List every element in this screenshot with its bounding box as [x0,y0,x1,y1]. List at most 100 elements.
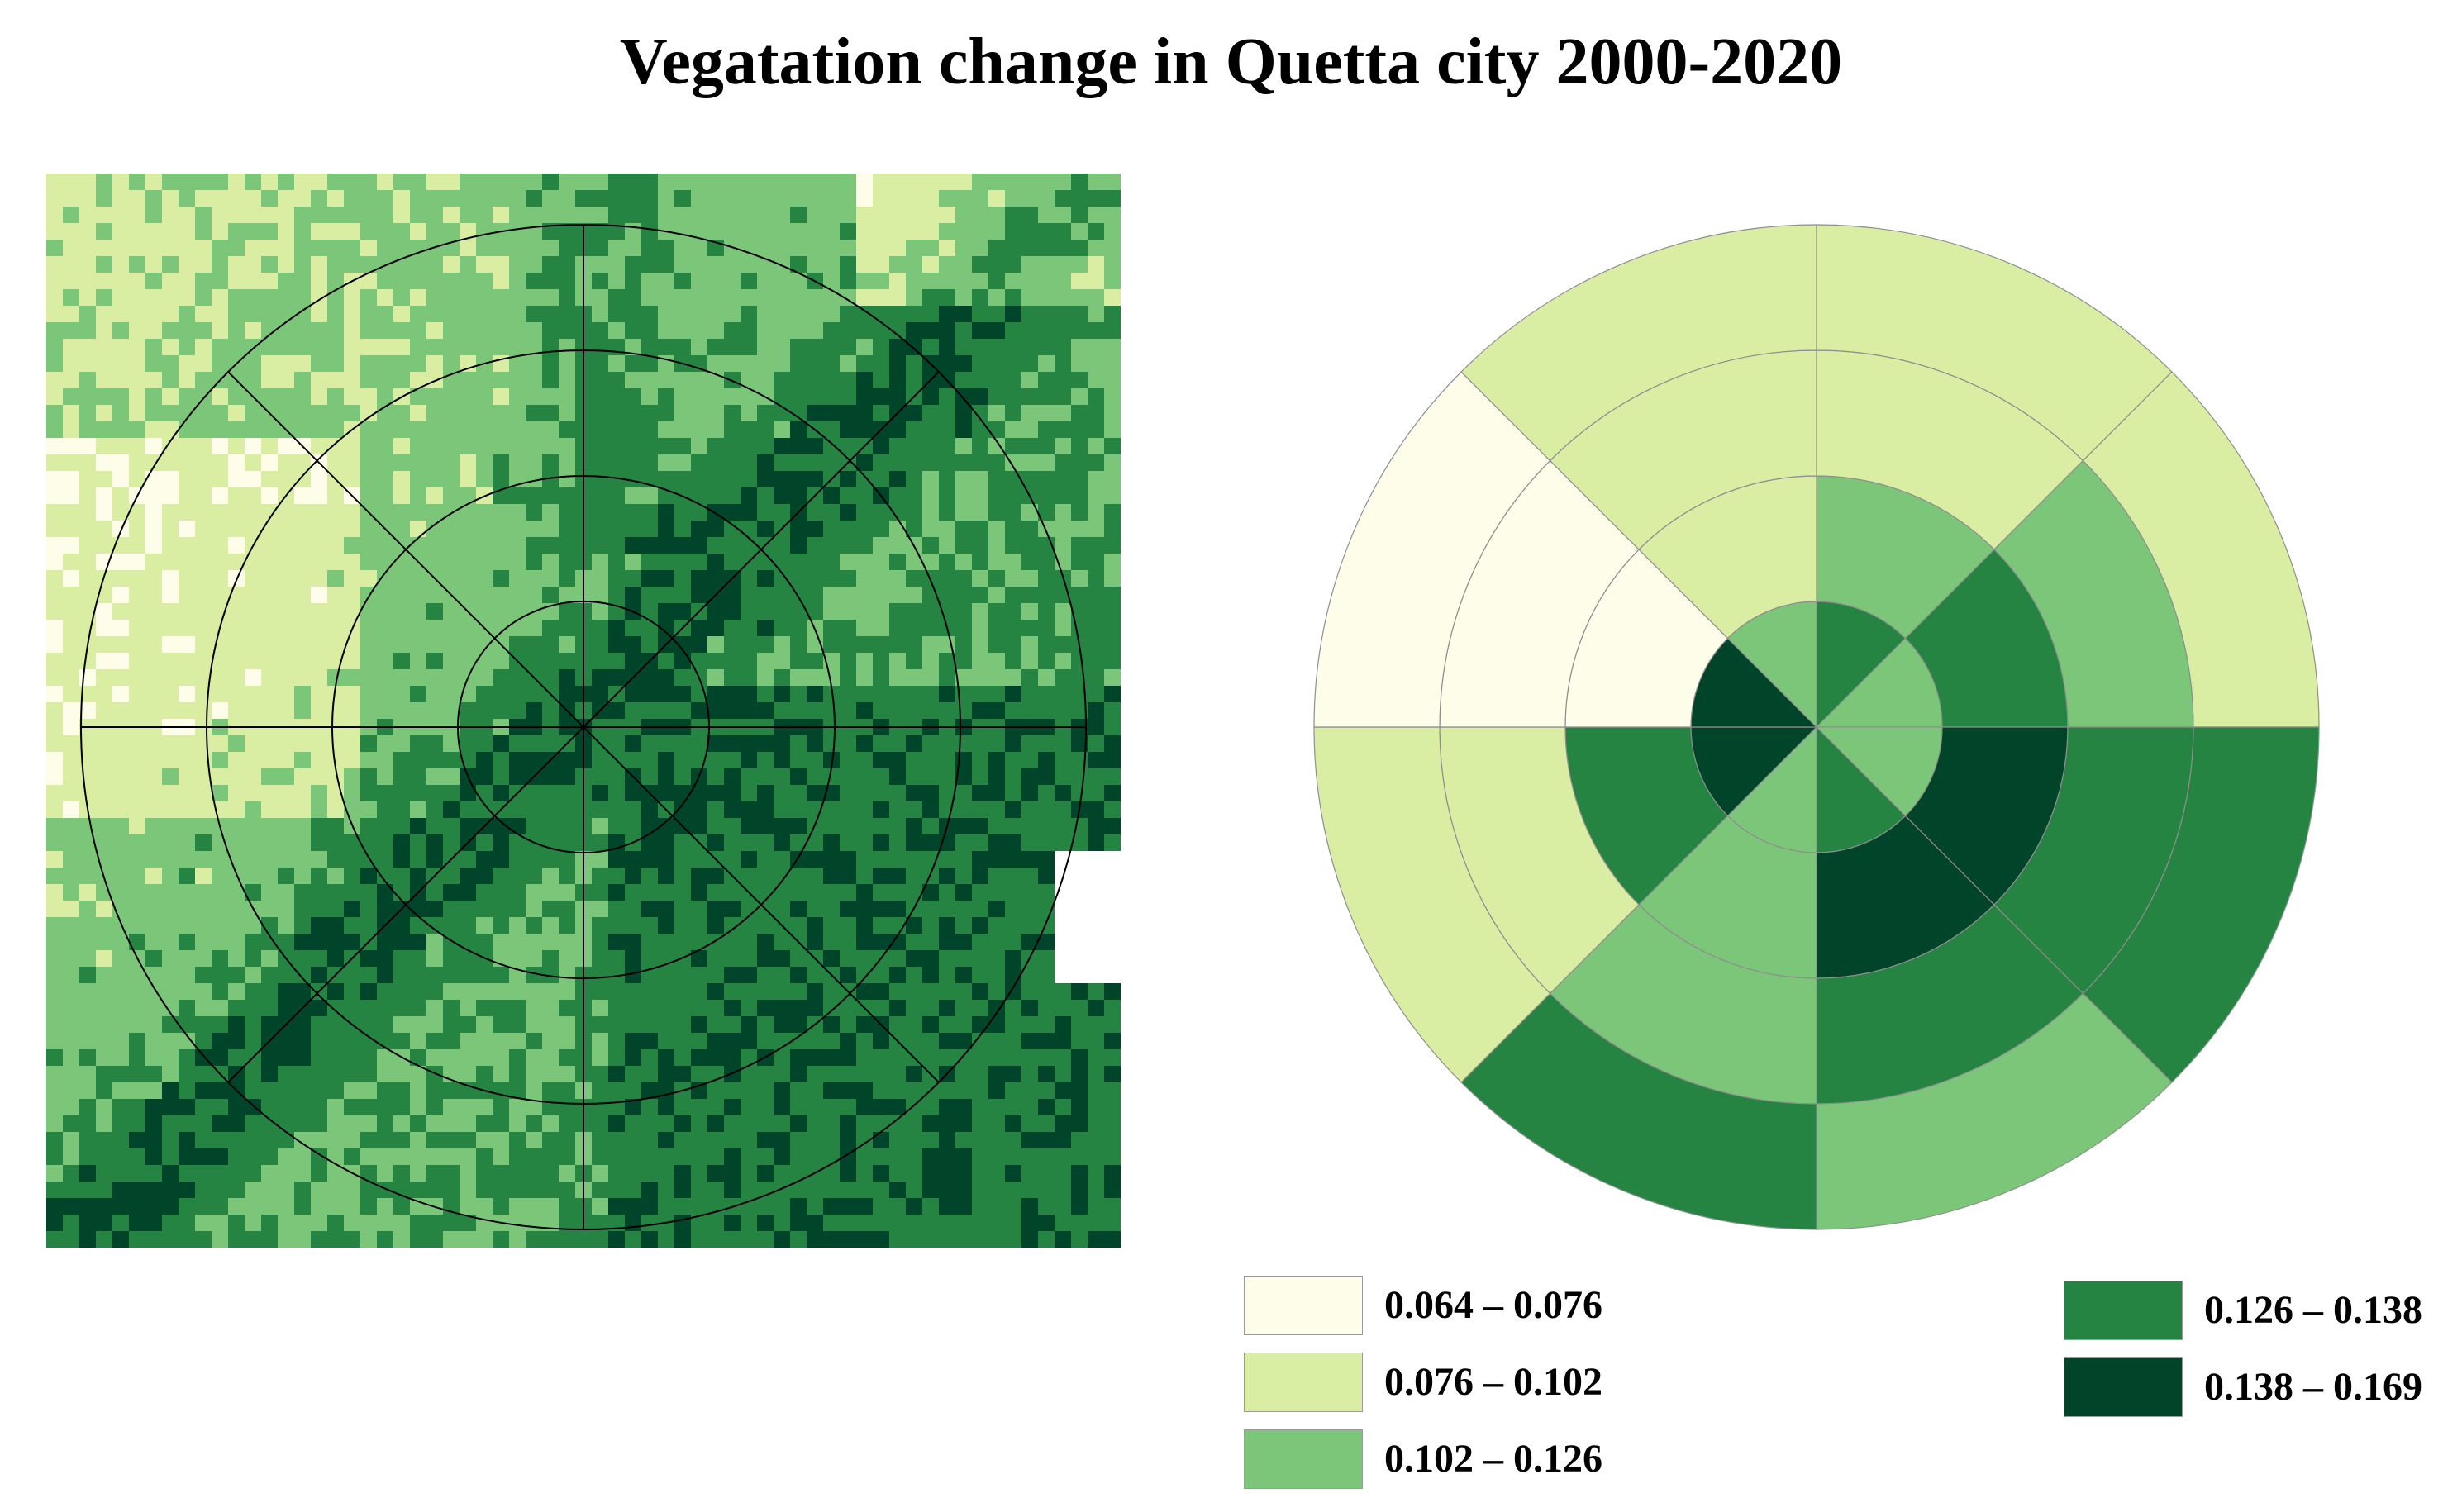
raster-cell [96,355,112,372]
raster-cell [410,1231,426,1248]
raster-cell [988,339,1005,355]
raster-cell [261,289,278,306]
raster-cell [63,207,79,223]
raster-cell [426,339,443,355]
raster-cell [493,1066,509,1082]
raster-cell [1038,636,1055,653]
raster-cell [377,372,393,388]
raster-cell [741,801,757,818]
raster-cell [757,405,774,421]
raster-cell [46,934,63,950]
raster-cell [641,587,658,603]
raster-cell [327,851,344,868]
raster-cell [129,1215,145,1231]
raster-cell [542,768,559,785]
raster-cell [592,521,608,537]
raster-cell [63,554,79,570]
raster-cell [377,1115,393,1132]
raster-cell [641,950,658,967]
raster-cell [162,686,179,702]
raster-cell [988,438,1005,454]
raster-cell [96,1182,112,1198]
raster-cell [873,735,889,752]
raster-cell [410,521,426,537]
raster-cell [873,1198,889,1215]
raster-cell [212,686,228,702]
raster-cell [228,487,245,504]
raster-cell [311,1231,327,1248]
raster-cell [1038,190,1055,207]
raster-cell [790,190,807,207]
raster-cell [559,620,575,636]
raster-cell [278,834,294,851]
raster-cell [823,884,840,901]
raster-cell [145,901,162,917]
raster-cell [542,818,559,834]
raster-cell [311,917,327,934]
raster-cell [658,901,674,917]
raster-cell [1005,851,1021,868]
raster-cell [1021,1132,1038,1148]
raster-cell [179,587,195,603]
raster-cell [112,438,129,454]
raster-cell [608,1148,625,1165]
raster-cell [641,983,658,1000]
raster-cell [179,1165,195,1182]
raster-cell [311,1016,327,1033]
raster-cell [691,868,707,884]
raster-cell [311,273,327,289]
raster-cell [393,1082,410,1099]
raster-cell [311,834,327,851]
raster-cell [443,1165,460,1182]
raster-cell [294,372,311,388]
raster-cell [1021,289,1038,306]
raster-cell [1055,1182,1071,1198]
raster-cell [988,388,1005,405]
raster-cell [1005,934,1021,950]
raster-cell [79,339,96,355]
raster-cell [922,818,939,834]
raster-cell [774,289,790,306]
raster-cell [112,868,129,884]
raster-cell [674,570,691,587]
raster-cell [228,603,245,620]
raster-cell [988,1082,1005,1099]
raster-cell [889,834,906,851]
raster-cell [1021,983,1038,1000]
raster-cell [162,1148,179,1165]
raster-cell [377,273,393,289]
raster-cell [377,768,393,785]
raster-cell [46,752,63,768]
raster-cell [1088,636,1104,653]
raster-cell [476,1132,493,1148]
raster-cell [79,686,96,702]
raster-cell [410,207,426,223]
raster-cell [691,636,707,653]
raster-cell [1071,587,1088,603]
raster-cell [889,1132,906,1148]
raster-cell [559,487,575,504]
raster-cell [625,471,641,487]
raster-cell [46,983,63,1000]
raster-cell [774,504,790,521]
raster-cell [195,917,212,934]
raster-cell [377,1215,393,1231]
raster-cell [129,1231,145,1248]
raster-cell [790,1132,807,1148]
raster-cell [641,504,658,521]
raster-cell [691,1165,707,1182]
raster-cell [377,570,393,587]
raster-cell [1088,768,1104,785]
raster-cell [592,306,608,322]
raster-cell [939,851,955,868]
raster-cell [873,570,889,587]
raster-cell [509,454,526,471]
raster-cell [823,686,840,702]
raster-cell [212,174,228,190]
raster-cell [509,240,526,256]
raster-cell [79,1198,96,1215]
raster-cell [972,752,988,768]
raster-cell [906,768,922,785]
raster-cell [608,653,625,669]
raster-cell [460,950,476,967]
